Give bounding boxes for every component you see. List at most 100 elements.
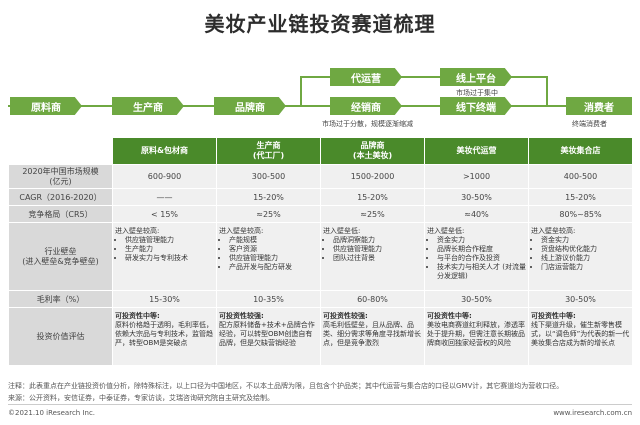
barrier-head: 进入壁垒较高: xyxy=(219,227,264,235)
barrier-cell-raw: 进入壁垒较高: 供应链管理能力 生产能力 研发实力与专利技术 xyxy=(112,222,217,291)
barrier-head: 进入壁垒低: xyxy=(427,227,465,235)
flow-main-line xyxy=(8,105,632,107)
header-producer: 生产商 (代工厂) xyxy=(216,137,321,165)
invest-cell-agency: 可投资性中等: 美妆电商赛道红利释放，渗透率处于提升期，但需注意长期被品牌商收回… xyxy=(424,307,529,366)
table-cell: >1000 xyxy=(424,164,529,189)
table-cell: 15-30% xyxy=(112,290,217,308)
barrier-item: 团队过往背景 xyxy=(333,254,422,263)
invest-cell-raw: 可投资性中等: 原料价格趋于透明，毛利率低，依赖大宗品与专利技术，监管趋严，转型… xyxy=(112,307,217,366)
invest-head: 可投资性中等: xyxy=(115,312,160,320)
table-cell: < 15% xyxy=(112,205,217,223)
page-title: 美妆产业链投资赛道梳理 xyxy=(204,12,436,36)
table-cell: 60-80% xyxy=(320,290,425,308)
barrier-item: 线上游议价能力 xyxy=(541,254,630,263)
table-cell: 10-35% xyxy=(216,290,321,308)
header-empty xyxy=(8,137,113,165)
flow-node-distributor: 经销商 xyxy=(330,97,402,115)
invest-text: 高毛利低壁垒，且从品牌、品类、细分需求等角度寻找新增长点，但是竞争激烈 xyxy=(323,321,421,347)
barrier-item: 供应链管理能力 xyxy=(229,254,318,263)
barrier-item: 生产能力 xyxy=(125,245,214,254)
barrier-item: 货盘结构优化能力 xyxy=(541,245,630,254)
header-store: 美妆集合店 xyxy=(528,137,633,165)
barrier-cell-brand: 进入壁垒低: 品牌洞察能力 供应链管理能力 团队过往背景 xyxy=(320,222,425,291)
table-cell: 80%~85% xyxy=(528,205,633,223)
row-label-margin: 毛利率（%） xyxy=(8,290,113,308)
invest-text: 线下渠道升级，催生新零售模式，以“调色师”为代表的新一代美妆集合店成为新的增长点 xyxy=(531,321,630,347)
investment-table: 原料&包材商 生产商 (代工厂) 品牌商 (本土美妆) 美妆代运营 美妆集合店 … xyxy=(8,137,633,366)
table-row-invest: 投资价值评估 可投资性中等: 原料价格趋于透明，毛利率低，依赖大宗品与专利技术，… xyxy=(8,307,633,366)
row-label-barrier: 行业壁垒 (进入壁垒&竞争壁垒) xyxy=(8,222,113,291)
invest-text: 配方原料储备+技术+品牌合作经验，可以转型OBM创造自有品牌，但是欠缺营销经验 xyxy=(219,321,315,347)
header-brand: 品牌商 (本土美妆) xyxy=(320,137,425,165)
barrier-head: 进入壁垒低: xyxy=(323,227,361,235)
header-raw: 原料&包材商 xyxy=(112,137,217,165)
flow-branch-up xyxy=(300,76,302,106)
table-cell: 600-900 xyxy=(112,164,217,189)
copyright: ©2021.10 iResearch Inc. xyxy=(8,409,96,417)
invest-cell-brand: 可投资性较强: 高毛利低壁垒，且从品牌、品类、细分需求等角度寻找新增长点，但是竞… xyxy=(320,307,425,366)
barrier-cell-store: 进入壁垒较高: 资金实力 货盘结构优化能力 线上游议价能力 门店运营能力 xyxy=(528,222,633,291)
table-row: CAGR（2016-2020） —— 15-20% 15-20% 30-50% … xyxy=(8,188,633,206)
table-cell: 1500-2000 xyxy=(320,164,425,189)
footnote: 注释：此表重点在产业链投资价值分析，除特殊标注，以上口径为中国地区，不以本土品牌… xyxy=(8,382,564,390)
invest-head: 可投资性较强: xyxy=(323,312,368,320)
table-cell: 15-20% xyxy=(528,188,633,206)
barrier-item: 品牌长期合作程度 xyxy=(437,245,526,254)
table-cell: 30-50% xyxy=(424,290,529,308)
header-agency: 美妆代运营 xyxy=(424,137,529,165)
table-cell: 15-20% xyxy=(216,188,321,206)
flow-branch-join xyxy=(546,76,548,106)
barrier-item: 产品开发与配方研发 xyxy=(229,263,318,272)
barrier-item: 技术实力与相关人才 (对流量分发逻辑) xyxy=(437,263,526,281)
table-row: 竞争格局（CR5） < 15% ≈25% ≈25% ≈40% 80%~85% xyxy=(8,205,633,223)
table-row-barriers: 行业壁垒 (进入壁垒&竞争壁垒) 进入壁垒较高: 供应链管理能力 生产能力 研发… xyxy=(8,222,633,291)
website: www.iresearch.com.cn xyxy=(553,409,632,417)
barrier-item: 供应链管理能力 xyxy=(125,236,214,245)
table-cell: 30-50% xyxy=(528,290,633,308)
flow-node-agency: 代运营 xyxy=(330,68,402,86)
row-label-cr5: 竞争格局（CR5） xyxy=(8,205,113,223)
table-cell: ≈25% xyxy=(320,205,425,223)
source-note: 来源：公开资料，安信证券，中泰证券，专家访谈，艾瑞咨询研究院自主研究及绘制。 xyxy=(8,394,274,402)
invest-cell-store: 可投资性中等: 线下渠道升级，催生新零售模式，以“调色师”为代表的新一代美妆集合… xyxy=(528,307,633,366)
invest-text: 美妆电商赛道红利释放，渗透率处于提升期，但需注意长期被品牌商收回独家经营权的风险 xyxy=(427,321,525,347)
table-cell: ≈25% xyxy=(216,205,321,223)
invest-text: 原料价格趋于透明，毛利率低，依赖大宗品与专利技术，监管趋严，转型OBM是突破点 xyxy=(115,321,213,347)
barrier-item: 资金实力 xyxy=(437,236,526,245)
invest-head: 可投资性中等: xyxy=(427,312,472,320)
invest-head: 可投资性较强: xyxy=(219,312,264,320)
barrier-item: 供应链管理能力 xyxy=(333,245,422,254)
barrier-item: 客户资源 xyxy=(229,245,318,254)
barrier-item: 产能规模 xyxy=(229,236,318,245)
table-cell: 30-50% xyxy=(424,188,529,206)
barrier-item: 资金实力 xyxy=(541,236,630,245)
note-distributor: 市场过于分散，规模逐渐缩减 xyxy=(322,120,413,128)
barrier-item: 品牌洞察能力 xyxy=(333,236,422,245)
barrier-head: 进入壁垒较高: xyxy=(531,227,576,235)
invest-cell-producer: 可投资性较强: 配方原料储备+技术+品牌合作经验，可以转型OBM创造自有品牌，但… xyxy=(216,307,321,366)
table-cell: 15-20% xyxy=(320,188,425,206)
table-cell: 400-500 xyxy=(528,164,633,189)
table-row: 2020年中国市场规模 (亿元) 600-900 300-500 1500-20… xyxy=(8,164,633,189)
barrier-item: 门店运营能力 xyxy=(541,263,630,272)
barrier-item: 与平台的合作及投资 xyxy=(437,254,526,263)
row-label-cagr: CAGR（2016-2020） xyxy=(8,188,113,206)
flow-node-offline: 线下终端 xyxy=(440,97,512,115)
row-label-market: 2020年中国市场规模 (亿元) xyxy=(8,164,113,189)
invest-head: 可投资性中等: xyxy=(531,312,576,320)
note-consumer: 终端消费者 xyxy=(572,120,607,128)
footer-divider xyxy=(8,404,632,405)
table-header-row: 原料&包材商 生产商 (代工厂) 品牌商 (本土美妆) 美妆代运营 美妆集合店 xyxy=(8,137,633,165)
barrier-item: 研发实力与专利技术 xyxy=(125,254,214,263)
flow-node-online: 线上平台 xyxy=(440,68,512,86)
table-cell: —— xyxy=(112,188,217,206)
flow-node-producer: 生产商 xyxy=(112,97,184,115)
barrier-cell-producer: 进入壁垒较高: 产能规模 客户资源 供应链管理能力 产品开发与配方研发 xyxy=(216,222,321,291)
flow-node-consumer: 消费者 xyxy=(566,97,632,115)
table-row-margins: 毛利率（%） 15-30% 10-35% 60-80% 30-50% 30-50… xyxy=(8,290,633,308)
row-label-invest: 投资价值评估 xyxy=(8,307,113,366)
table-cell: ≈40% xyxy=(424,205,529,223)
note-online: 市场过于集中 xyxy=(456,89,498,97)
flow-node-brand: 品牌商 xyxy=(214,97,286,115)
barrier-head: 进入壁垒较高: xyxy=(115,227,160,235)
